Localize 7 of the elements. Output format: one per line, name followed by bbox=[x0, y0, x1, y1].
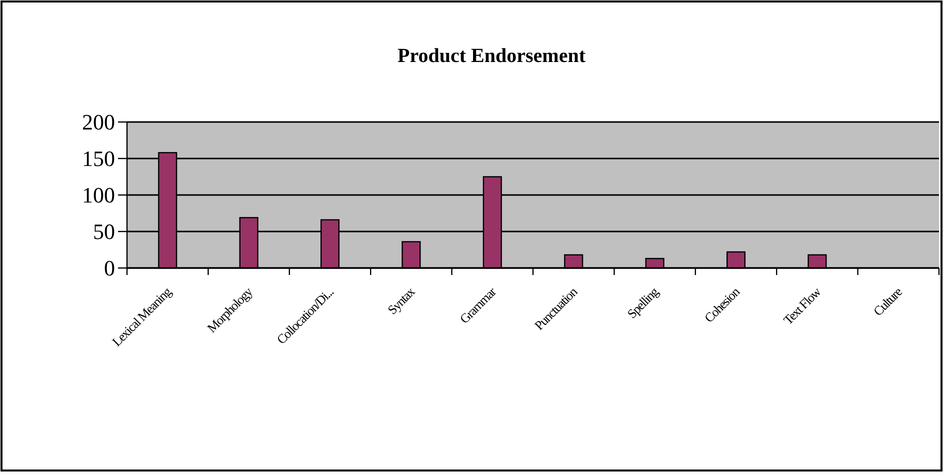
y-tick-label: 200 bbox=[82, 110, 115, 135]
y-tick-label: 50 bbox=[93, 219, 115, 244]
y-tick-label: 100 bbox=[82, 182, 115, 208]
chart-title: Product Endorsement bbox=[398, 45, 586, 67]
y-tick-label: 150 bbox=[82, 146, 115, 172]
y-tick-label: 0 bbox=[104, 256, 115, 281]
x-tick-label: Text Flow bbox=[780, 284, 824, 328]
